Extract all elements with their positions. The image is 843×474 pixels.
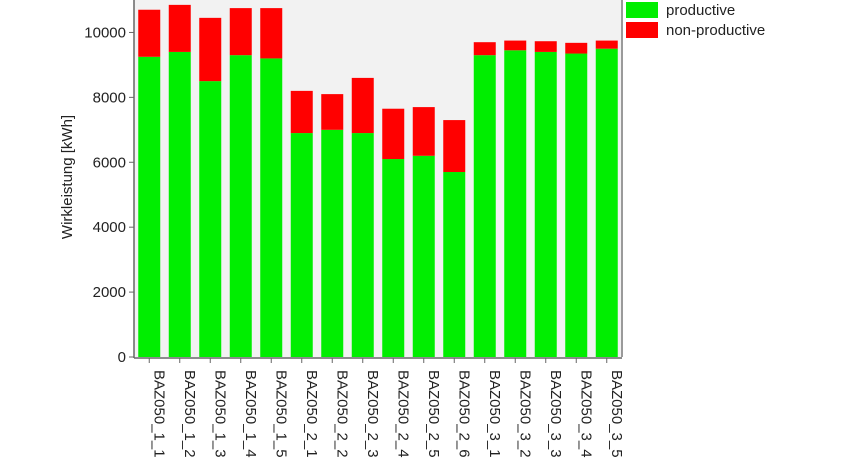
bar-productive xyxy=(199,81,222,358)
x-tick-label: BAZ050_3_4 xyxy=(577,370,594,458)
bar-productive xyxy=(595,48,618,357)
bar-non-productive xyxy=(260,8,283,59)
bar-non-productive xyxy=(595,40,618,49)
x-tick-label: BAZ050_2_6 xyxy=(455,370,472,458)
bar-non-productive xyxy=(565,42,588,54)
bar-non-productive xyxy=(412,107,435,156)
y-axis: 0 2000 4000 6000 8000 10000 xyxy=(84,0,135,366)
x-tick-label: BAZ050_3_1 xyxy=(486,370,503,458)
bars xyxy=(138,4,618,358)
bar-non-productive xyxy=(199,17,222,82)
bar-non-productive xyxy=(168,4,191,52)
y-tick-label: 8000 xyxy=(93,89,126,106)
bar-non-productive xyxy=(290,90,313,134)
y-tick-label: 0 xyxy=(118,349,126,366)
x-tick-label: BAZ050_1_3 xyxy=(211,370,228,458)
x-tick-label: BAZ050_2_2 xyxy=(333,370,350,458)
bar-non-productive xyxy=(321,94,344,130)
bar-non-productive xyxy=(351,77,374,134)
bar-non-productive xyxy=(229,8,252,56)
y-tick-label: 10000 xyxy=(84,24,126,41)
y-tick-label: 6000 xyxy=(93,154,126,171)
x-tick-label: BAZ050_2_3 xyxy=(364,370,381,458)
bar-non-productive xyxy=(473,42,496,56)
bar-productive xyxy=(382,159,405,357)
legend-swatch-productive xyxy=(626,2,658,18)
legend-swatch-non-productive xyxy=(626,22,658,38)
bar-productive xyxy=(473,55,496,357)
bar-productive xyxy=(351,133,374,357)
bar-productive xyxy=(290,133,313,357)
x-tick-label: BAZ050_1_1 xyxy=(150,370,167,458)
bar-productive xyxy=(443,172,466,357)
x-tick-label: BAZ050_3_5 xyxy=(608,370,625,458)
y-tick-label: 2000 xyxy=(93,284,126,301)
legend-label-non-productive: non-productive xyxy=(666,22,765,39)
x-tick-label: BAZ050_2_5 xyxy=(425,370,442,458)
bar-productive xyxy=(321,129,344,357)
x-tick-label: BAZ050_3_2 xyxy=(516,370,533,458)
legend-label-productive: productive xyxy=(666,2,735,19)
bar-productive xyxy=(504,50,527,358)
bar-non-productive xyxy=(504,40,527,51)
bar-productive xyxy=(229,55,252,357)
bar-non-productive xyxy=(534,41,557,52)
x-tick-label: BAZ050_1_2 xyxy=(181,370,198,458)
x-tick-label: BAZ050_2_4 xyxy=(394,370,411,458)
bar-productive xyxy=(412,155,435,357)
bar-productive xyxy=(565,53,588,358)
bar-productive xyxy=(168,51,191,357)
bar-non-productive xyxy=(382,108,405,160)
bar-non-productive xyxy=(138,9,161,57)
bar-non-productive xyxy=(443,120,466,173)
bar-productive xyxy=(260,58,283,357)
bar-productive xyxy=(138,56,161,357)
y-tick-label: 4000 xyxy=(93,219,126,236)
x-axis: BAZ050_1_1 BAZ050_1_2 BAZ050_1_3 BAZ050_1_4… xyxy=(134,357,625,458)
x-tick-label: BAZ050_1_5 xyxy=(272,370,289,458)
y-axis-title: Wirkleistung [kWh] xyxy=(59,115,76,239)
x-tick-label: BAZ050_1_4 xyxy=(242,370,259,458)
legend: productive non-productive xyxy=(626,2,765,39)
x-tick-label: BAZ050_3_3 xyxy=(547,370,564,458)
x-tick-label: BAZ050_2_1 xyxy=(303,370,320,458)
bar-productive xyxy=(534,51,557,357)
